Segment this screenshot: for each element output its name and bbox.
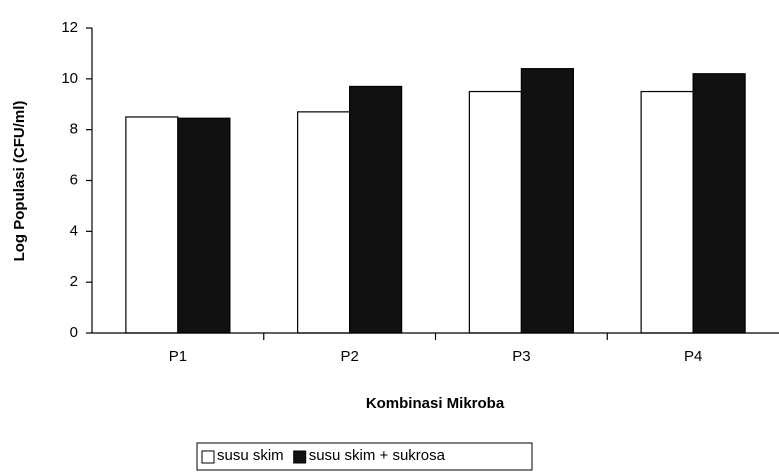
x-tick-label: P3 <box>512 348 530 365</box>
legend-box <box>196 442 533 471</box>
bar <box>468 90 522 334</box>
y-axis-label: Log Populasi (CFU/ml) <box>11 101 28 262</box>
bar <box>125 116 179 334</box>
y-tick-label: 6 <box>70 171 78 188</box>
bar <box>692 73 746 334</box>
y-tick-label: 10 <box>61 70 78 87</box>
y-tick-label: 0 <box>70 324 78 341</box>
bar <box>177 117 231 334</box>
legend-swatch <box>201 450 215 464</box>
x-tick-label: P4 <box>684 348 702 365</box>
bar <box>349 85 403 334</box>
y-tick-label: 8 <box>70 121 78 138</box>
legend-label: susu skim + sukrosa <box>309 447 446 464</box>
x-tick-label: P1 <box>169 348 187 365</box>
bar <box>640 90 694 334</box>
legend-swatch <box>293 450 307 464</box>
legend-label: susu skim <box>217 447 284 464</box>
bar <box>297 111 351 334</box>
y-tick-label: 12 <box>61 19 78 36</box>
y-tick-label: 2 <box>70 273 78 290</box>
x-tick-label: P2 <box>340 348 358 365</box>
x-axis-label: Kombinasi Mikroba <box>366 395 505 412</box>
y-tick-label: 4 <box>70 222 78 239</box>
bar <box>520 68 574 334</box>
